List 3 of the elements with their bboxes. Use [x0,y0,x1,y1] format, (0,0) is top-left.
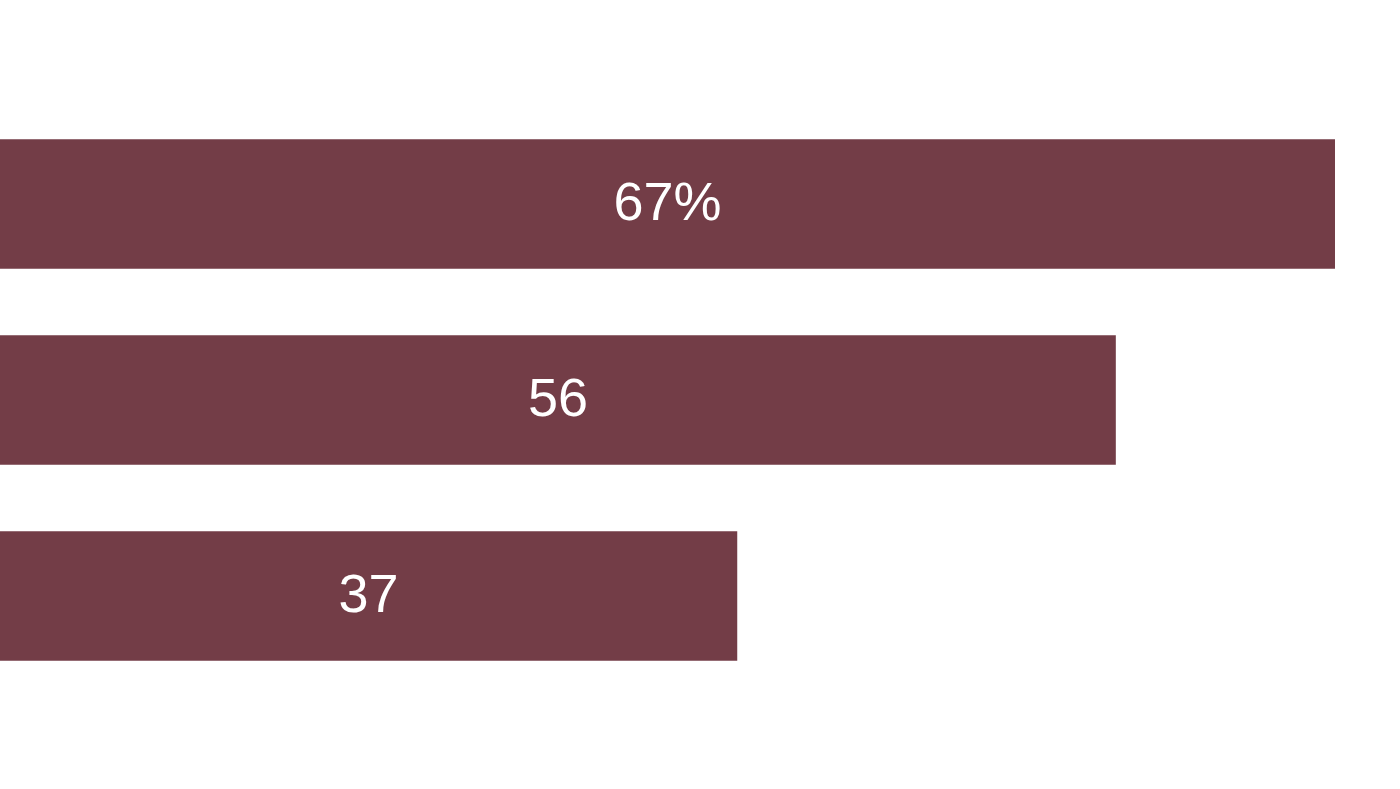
data-label: 67% [613,171,722,231]
data-label: 37 [338,563,399,623]
data-label: 56 [527,367,588,427]
